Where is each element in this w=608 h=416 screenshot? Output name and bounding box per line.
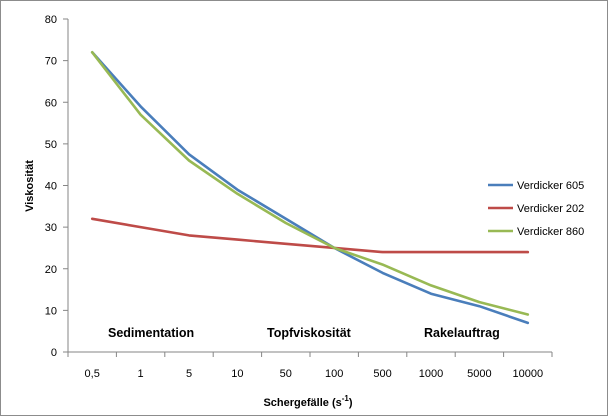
series-line-verdicker-202: [90, 217, 530, 254]
y-axis-ticks: 0 10 20 30 40 50 60 70 80: [45, 14, 68, 359]
x-tick-label: 0,5: [85, 368, 100, 380]
x-axis-title-main: Schergefälle (s: [263, 397, 341, 409]
x-axis-ticks: 0,5 1 5 10 50 100 500 1000 5000 10000: [67, 352, 553, 380]
y-tick-label: 20: [45, 264, 57, 276]
legend-label: Verdicker 860: [517, 226, 584, 238]
annotation-rakelauftrag: Rakelauftrag: [424, 326, 500, 340]
y-tick-label: 40: [45, 181, 57, 193]
x-tick-label: 1000: [419, 368, 443, 380]
y-tick-label: 30: [45, 222, 57, 234]
legend: Verdicker 605 Verdicker 202 Verdicker 860: [488, 180, 584, 238]
x-tick-label: 100: [325, 368, 343, 380]
y-tick-label: 10: [45, 305, 57, 317]
x-tick-label: 50: [280, 368, 292, 380]
annotation-sedimentation: Sedimentation: [108, 326, 194, 340]
x-tick-label: 5: [186, 368, 192, 380]
y-tick-label: 60: [45, 97, 57, 109]
y-tick-label: 0: [51, 347, 57, 359]
x-tick-label: 5000: [467, 368, 491, 380]
y-tick-label: 80: [45, 14, 57, 26]
series-line-verdicker-860: [90, 50, 530, 316]
x-axis-title: Schergefälle (s-1): [263, 394, 352, 409]
annotation-topfviskositaet: Topfviskosität: [267, 326, 352, 340]
series-lines: [90, 50, 530, 325]
x-axis-title-close: ): [349, 397, 353, 409]
legend-label: Verdicker 605: [517, 180, 584, 192]
x-axis-title-sup: -1: [342, 394, 350, 403]
x-tick-label: 10: [231, 368, 243, 380]
x-tick-label: 1: [138, 368, 144, 380]
series-line-verdicker-605: [90, 50, 530, 325]
x-tick-label: 10000: [513, 368, 544, 380]
y-axis-title: Viskosität: [24, 160, 36, 212]
x-tick-label: 500: [373, 368, 391, 380]
y-tick-label: 70: [45, 56, 57, 68]
y-tick-label: 50: [45, 139, 57, 151]
legend-label: Verdicker 202: [517, 203, 584, 215]
